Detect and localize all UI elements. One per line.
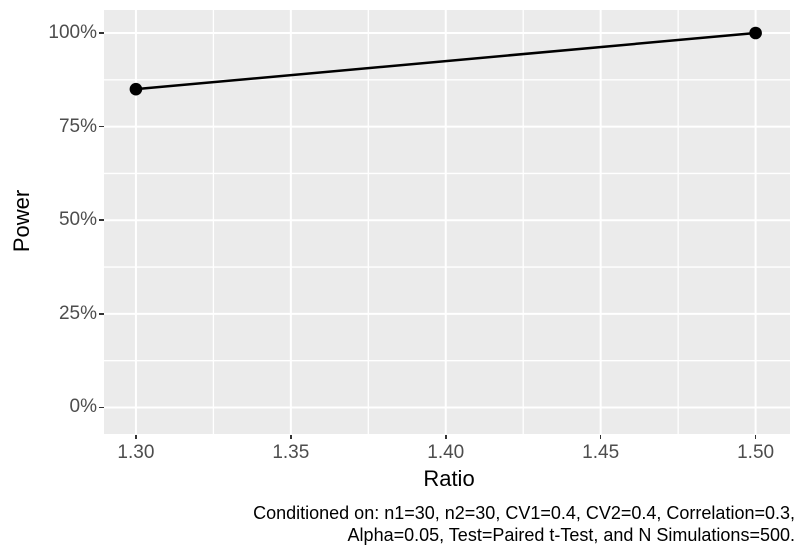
y-tick-label: 25% <box>58 302 97 324</box>
x-tick-mark <box>599 434 602 439</box>
y-tick-label: 50% <box>58 209 97 231</box>
chart-canvas <box>104 10 790 434</box>
caption-line-2: Alpha=0.05, Test=Paired t-Test, and N Si… <box>347 525 795 545</box>
x-tick-mark <box>754 434 757 439</box>
y-tick-mark <box>99 219 104 221</box>
y-tick-mark <box>99 125 104 128</box>
x-tick-mark <box>445 434 447 439</box>
series-line <box>135 31 756 91</box>
x-tick-mark <box>290 434 292 439</box>
x-tick-label: 1.40 <box>427 442 465 463</box>
x-tick-mark <box>135 434 137 439</box>
y-tick-label: 0% <box>69 396 97 418</box>
y-tick-mark <box>99 32 104 34</box>
plot-panel <box>104 10 790 434</box>
x-tick-label: 1.30 <box>117 442 155 463</box>
y-tick-label: 75% <box>58 115 97 137</box>
caption-line-1: Conditioned on: n1=30, n2=30, CV1=0.4, C… <box>253 503 795 523</box>
x-tick-label: 1.45 <box>582 442 620 463</box>
y-tick-mark <box>99 406 104 409</box>
x-tick-label: 1.50 <box>737 442 775 463</box>
data-point <box>129 82 143 96</box>
x-axis-title: Ratio <box>423 466 475 491</box>
x-tick-label: 1.35 <box>272 442 310 463</box>
y-axis-title: Power <box>9 189 34 253</box>
data-point <box>749 26 762 40</box>
chart-caption: Conditioned on: n1=30, n2=30, CV1=0.4, C… <box>253 502 795 546</box>
y-tick-mark <box>99 313 104 315</box>
y-tick-label: 100% <box>48 21 97 43</box>
